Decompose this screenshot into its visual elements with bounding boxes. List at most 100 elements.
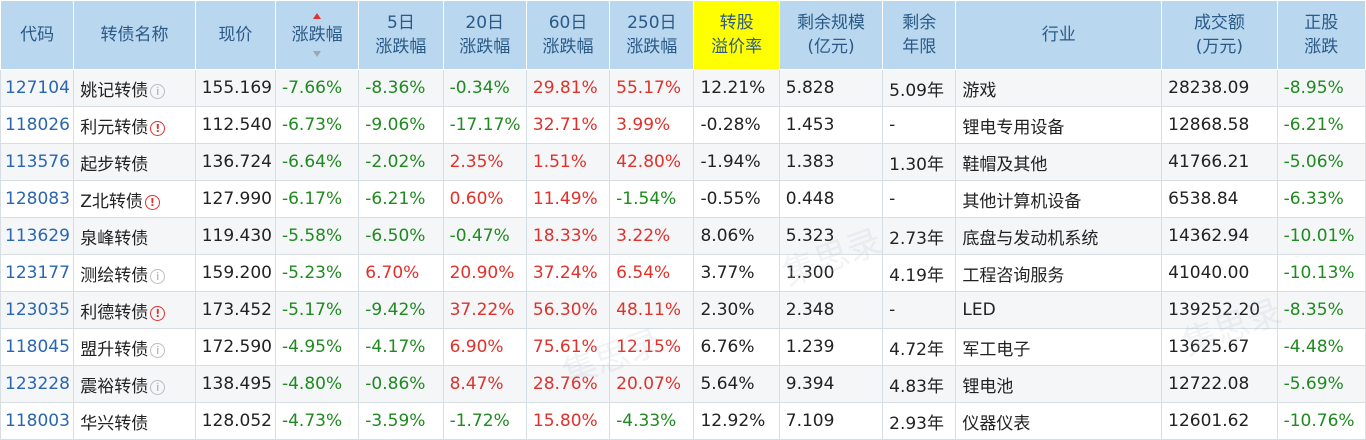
column-header-price[interactable]: 现价: [194, 0, 276, 70]
column-header-years[interactable]: 剩余 年限: [882, 0, 957, 70]
column-header-chg20[interactable]: 20日 涨跌幅: [442, 0, 527, 70]
cell-industry: 军工电子: [955, 328, 1163, 366]
bond-name[interactable]: 震裕转债: [80, 376, 149, 397]
cell-premium: -1.94%: [693, 143, 780, 181]
cell-code[interactable]: 118045: [0, 328, 75, 366]
cell-name[interactable]: Z北转债!: [73, 180, 196, 218]
header-row: 代码 转债名称 现价 涨跌幅 5日 涨跌幅 20日 涨跌幅 60日 涨跌幅 250日 涨跌幅 转股 溢价率…: [0, 0, 1366, 70]
column-header-name[interactable]: 转债名称: [73, 0, 196, 70]
cell-code[interactable]: 127104: [0, 69, 75, 107]
cell-name[interactable]: 华兴转债: [73, 402, 196, 440]
column-header-premium[interactable]: 转股 溢价率: [693, 0, 780, 70]
table-row[interactable]: 113576 起步转债 136.724 -6.64% -2.02% 2.35% 1.51% 4…: [0, 143, 1366, 181]
cell-industry: LED: [955, 291, 1163, 329]
cell-industry: 锂电池: [955, 365, 1163, 403]
cell-turnover: 12601.62: [1161, 402, 1278, 440]
column-header-industry[interactable]: 行业: [955, 0, 1163, 70]
cell-turnover: 13625.67: [1161, 328, 1278, 366]
cell-name[interactable]: 盟升转债 i: [73, 328, 196, 366]
bond-name[interactable]: 利元转债: [80, 117, 149, 138]
table-row[interactable]: 123228 震裕转债 i 138.495 -4.80% -0.86% 8.47% 28.76…: [0, 365, 1366, 403]
info-icon[interactable]: i: [150, 379, 166, 395]
cell-name[interactable]: 利德转债!: [73, 291, 196, 329]
table-row[interactable]: 123035 利德转债! 173.452 -5.17% -9.42% 37.22% 56.3…: [0, 291, 1366, 329]
table-row[interactable]: 118003 华兴转债 128.052 -4.73% -3.59% -1.72% 15.80…: [0, 402, 1366, 440]
cell-code[interactable]: 123177: [0, 254, 75, 292]
column-header-chg250[interactable]: 250日 涨跌幅: [609, 0, 695, 70]
cell-code[interactable]: 113629: [0, 217, 75, 255]
table-row[interactable]: 118045 盟升转债 i 172.590 -4.95% -4.17% 6.90% 75.61…: [0, 328, 1366, 366]
bond-name[interactable]: 测绘转债: [80, 265, 149, 286]
cell-chg5: 6.70%: [358, 254, 444, 292]
cell-turnover: 12722.08: [1161, 365, 1278, 403]
cell-name[interactable]: 起步转债: [73, 143, 196, 181]
table-row[interactable]: 128083 Z北转债! 127.990 -6.17% -6.21% 0.60% 11.49…: [0, 180, 1366, 218]
sort-descending-icon[interactable]: [313, 51, 322, 57]
cell-turnover: 41766.21: [1161, 143, 1278, 181]
cell-code[interactable]: 118026: [0, 106, 75, 144]
alert-icon[interactable]: !: [144, 194, 160, 210]
cell-chg: -5.17%: [274, 291, 360, 329]
cell-code[interactable]: 128083: [0, 180, 75, 218]
cell-stock_chg: -6.33%: [1276, 180, 1366, 218]
cell-chg: -4.80%: [274, 365, 360, 403]
cell-remain: 1.383: [778, 143, 884, 181]
bond-name[interactable]: 泉峰转债: [80, 228, 149, 249]
column-header-code[interactable]: 代码: [0, 0, 75, 70]
alert-icon[interactable]: !: [150, 305, 166, 321]
cell-name[interactable]: 震裕转债 i: [73, 365, 196, 403]
cell-chg5: -6.50%: [358, 217, 444, 255]
cell-name[interactable]: 利元转债!: [73, 106, 196, 144]
table-row[interactable]: 113629 泉峰转债 119.430 -5.58% -6.50% -0.47% 18.33…: [0, 217, 1366, 255]
info-icon[interactable]: i: [150, 83, 166, 99]
column-header-stock_chg[interactable]: 正股 涨跌: [1276, 0, 1366, 70]
column-header-chg5[interactable]: 5日 涨跌幅: [358, 0, 444, 70]
cell-name[interactable]: 测绘转债 i: [73, 254, 196, 292]
cell-remain: 5.828: [778, 69, 884, 107]
cell-name[interactable]: 姚记转债 i: [73, 69, 196, 107]
cell-name[interactable]: 泉峰转债: [73, 217, 196, 255]
cell-price: 173.452: [194, 291, 276, 329]
alert-icon[interactable]: !: [150, 120, 166, 136]
cell-industry: 其他计算机设备: [955, 180, 1163, 218]
table-row[interactable]: 118026 利元转债! 112.540 -6.73% -9.06% -17.17% 32.…: [0, 106, 1366, 144]
table-row[interactable]: 127104 姚记转债 i 155.169 -7.66% -8.36% -0.34% 29.8…: [0, 69, 1366, 107]
column-header-chg60[interactable]: 60日 涨跌幅: [525, 0, 611, 70]
info-icon[interactable]: i: [150, 268, 166, 284]
sort-ascending-icon[interactable]: [313, 13, 322, 19]
cell-premium: -0.28%: [693, 106, 780, 144]
column-header-chg[interactable]: 涨跌幅: [274, 0, 360, 70]
cell-years: 2.93年: [882, 402, 957, 440]
cell-code[interactable]: 123035: [0, 291, 75, 329]
cell-code[interactable]: 113576: [0, 143, 75, 181]
cell-code[interactable]: 118003: [0, 402, 75, 440]
info-icon[interactable]: i: [150, 342, 166, 358]
cell-stock_chg: -8.95%: [1276, 69, 1366, 107]
cell-chg5: -4.17%: [358, 328, 444, 366]
bond-name[interactable]: 盟升转债: [80, 339, 149, 360]
bond-name[interactable]: 姚记转债: [80, 80, 149, 101]
cell-price: 128.052: [194, 402, 276, 440]
table-row[interactable]: 123177 测绘转债 i 159.200 -5.23% 6.70% 20.90% 37.24…: [0, 254, 1366, 292]
cell-code[interactable]: 123228: [0, 365, 75, 403]
cell-industry: 仪器仪表: [955, 402, 1163, 440]
cell-chg60: 18.33%: [525, 217, 611, 255]
cell-chg: -6.64%: [274, 143, 360, 181]
cell-price: 138.495: [194, 365, 276, 403]
cell-stock_chg: -10.13%: [1276, 254, 1366, 292]
bond-name[interactable]: Z北转债: [80, 191, 143, 212]
cell-chg20: 20.90%: [442, 254, 527, 292]
bond-name[interactable]: 起步转债: [80, 154, 149, 175]
cell-price: 119.430: [194, 217, 276, 255]
cell-remain: 1.239: [778, 328, 884, 366]
cell-chg5: -2.02%: [358, 143, 444, 181]
column-header-turnover[interactable]: 成交额 (万元): [1161, 0, 1278, 70]
cell-remain: 2.348: [778, 291, 884, 329]
cell-premium: 2.30%: [693, 291, 780, 329]
cell-price: 136.724: [194, 143, 276, 181]
cell-premium: 5.64%: [693, 365, 780, 403]
bond-name[interactable]: 利德转债: [80, 302, 149, 323]
cell-chg20: 0.60%: [442, 180, 527, 218]
column-header-remain[interactable]: 剩余规模 (亿元): [778, 0, 884, 70]
bond-name[interactable]: 华兴转债: [80, 413, 149, 434]
